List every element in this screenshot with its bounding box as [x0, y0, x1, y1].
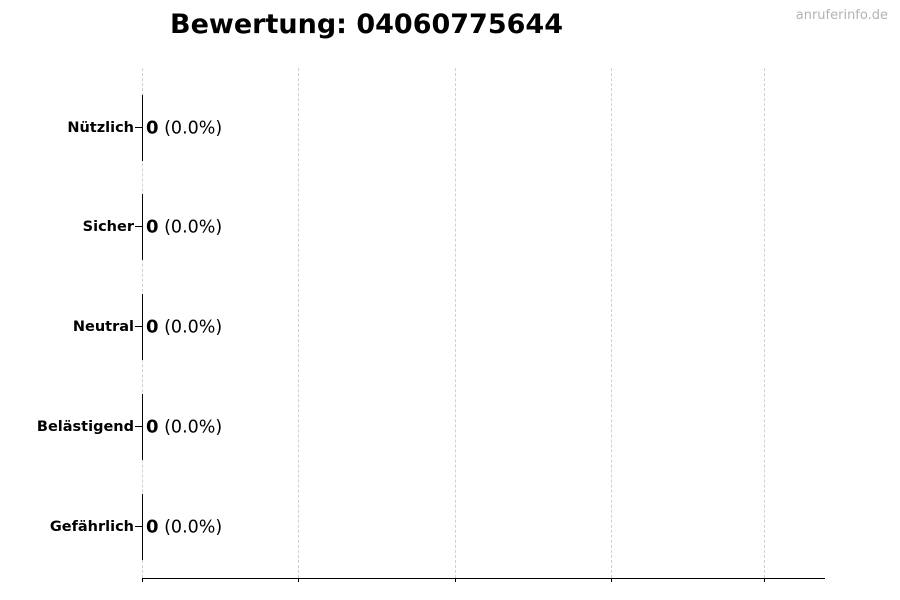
bar-percent-gefaehrlich: (0.0%)	[164, 517, 223, 538]
bar-value-gefaehrlich: 0	[146, 516, 159, 538]
bar-percent-sicher: (0.0%)	[164, 217, 223, 238]
y-axis-tick	[135, 226, 142, 228]
x-axis-tick-0	[142, 578, 143, 582]
x-axis-tick-1	[298, 578, 299, 582]
x-axis-tick-4	[764, 578, 765, 582]
bar-percent-neutral: (0.0%)	[164, 317, 223, 338]
plot-area	[142, 68, 825, 578]
bar-percent-belaestigend: (0.0%)	[164, 417, 223, 438]
gridline-x-4	[764, 68, 765, 578]
bar-value-sicher: 0	[146, 216, 159, 238]
y-axis-tick	[135, 326, 142, 328]
bar-neutral	[142, 294, 143, 360]
y-axis-tick	[135, 426, 142, 428]
chart-title: Bewertung: 04060775644	[170, 9, 563, 40]
bar-value-neutral: 0	[146, 316, 159, 338]
bar-gefaehrlich	[142, 494, 143, 560]
y-axis-tick	[135, 526, 142, 528]
bar-value-nuetzlich: 0	[146, 117, 159, 139]
bar-value-label-gefaehrlich: 0 (0.0%)	[146, 517, 222, 538]
gridline-x-2	[455, 68, 456, 578]
bar-value-belaestigend: 0	[146, 416, 159, 438]
watermark-anruferinfo: anruferinfo.de	[795, 8, 888, 23]
y-axis-tick	[135, 127, 142, 129]
y-axis-label-neutral: Neutral	[72, 319, 134, 335]
bar-value-label-neutral: 0 (0.0%)	[146, 317, 222, 338]
bar-value-label-sicher: 0 (0.0%)	[146, 217, 222, 238]
bar-belaestigend	[142, 394, 143, 460]
bar-percent-nuetzlich: (0.0%)	[164, 118, 223, 139]
gridline-x-3	[611, 68, 612, 578]
gridline-x-1	[298, 68, 299, 578]
x-axis-line	[142, 578, 825, 579]
bar-nuetzlich	[142, 95, 143, 161]
x-axis-tick-2	[455, 578, 456, 582]
y-axis-label-nuetzlich: Nützlich	[67, 120, 134, 136]
y-axis-label-gefaehrlich: Gefährlich	[49, 519, 134, 535]
bar-value-label-belaestigend: 0 (0.0%)	[146, 417, 222, 438]
y-axis-label-belaestigend: Belästigend	[36, 419, 134, 435]
bar-sicher	[142, 194, 143, 260]
x-axis-tick-3	[611, 578, 612, 582]
bar-value-label-nuetzlich: 0 (0.0%)	[146, 118, 222, 139]
y-axis-label-sicher: Sicher	[82, 219, 134, 235]
